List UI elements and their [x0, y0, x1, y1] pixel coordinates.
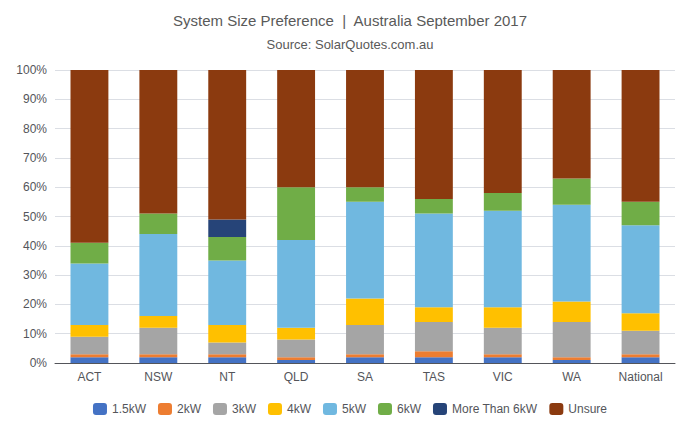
svg-text:1.5kW: 1.5kW	[112, 402, 147, 416]
svg-text:4kW: 4kW	[287, 402, 312, 416]
svg-text:VIC: VIC	[493, 370, 513, 384]
svg-text:QLD: QLD	[284, 370, 309, 384]
svg-text:Source: SolarQuotes.com.au: Source: SolarQuotes.com.au	[267, 37, 434, 52]
svg-text:SA: SA	[357, 370, 373, 384]
svg-text:2kW: 2kW	[177, 402, 202, 416]
svg-text:NSW: NSW	[144, 370, 173, 384]
svg-text:3kW: 3kW	[232, 402, 257, 416]
svg-text:TAS: TAS	[423, 370, 445, 384]
svg-text:10%: 10%	[23, 327, 47, 341]
svg-text:90%: 90%	[23, 92, 47, 106]
svg-text:More Than 6kW: More Than 6kW	[452, 402, 538, 416]
svg-text:80%: 80%	[23, 122, 47, 136]
svg-text:20%: 20%	[23, 297, 47, 311]
svg-text:50%: 50%	[23, 210, 47, 224]
svg-text:100%: 100%	[16, 63, 47, 77]
svg-text:0%: 0%	[30, 356, 48, 370]
svg-text:60%: 60%	[23, 180, 47, 194]
svg-text:40%: 40%	[23, 239, 47, 253]
svg-text:70%: 70%	[23, 151, 47, 165]
svg-text:6kW: 6kW	[397, 402, 422, 416]
svg-text:National: National	[619, 370, 663, 384]
svg-text:WA: WA	[562, 370, 581, 384]
svg-text:NT: NT	[219, 370, 236, 384]
svg-text:30%: 30%	[23, 268, 47, 282]
svg-text:ACT: ACT	[77, 370, 102, 384]
svg-text:System Size Preference | Aus: System Size Preference | Australia Septe…	[173, 12, 527, 29]
svg-text:5kW: 5kW	[342, 402, 367, 416]
svg-text:Unsure: Unsure	[568, 402, 607, 416]
